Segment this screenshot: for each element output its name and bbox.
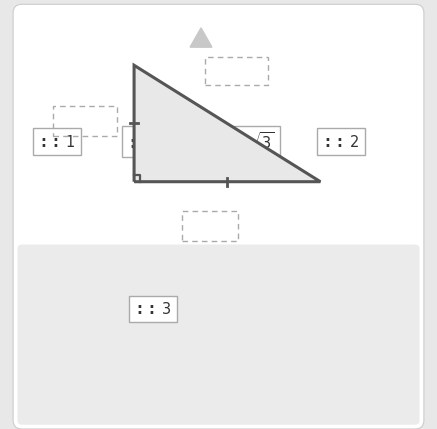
Text: $\bf{::}$ 2: $\bf{::}$ 2 <box>322 133 360 150</box>
Text: $\bf{::}$ 3: $\bf{::}$ 3 <box>134 301 172 317</box>
FancyBboxPatch shape <box>17 245 420 425</box>
Polygon shape <box>134 65 320 182</box>
Text: $\bf{::}$ $\sqrt{3}$: $\bf{::}$ $\sqrt{3}$ <box>223 131 275 152</box>
Text: $\bf{::}$ 1: $\bf{::}$ 1 <box>38 133 76 150</box>
Text: $\bf{::}$ $\sqrt{2}$: $\bf{::}$ $\sqrt{2}$ <box>127 131 179 152</box>
FancyBboxPatch shape <box>13 4 424 429</box>
Polygon shape <box>190 28 212 47</box>
